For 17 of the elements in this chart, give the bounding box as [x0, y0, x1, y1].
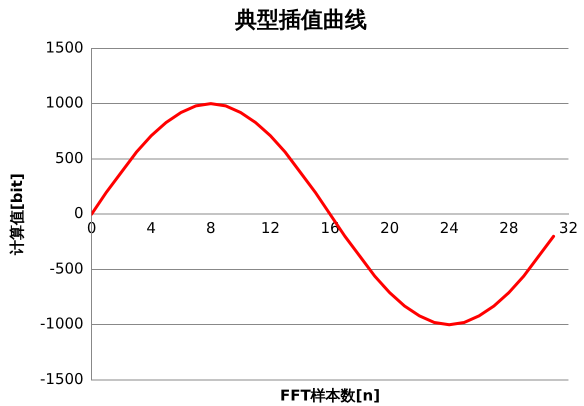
x-tick-label: 24: [440, 219, 459, 238]
x-axis-title: FFT样本数[n]: [280, 386, 380, 404]
y-tick-label: 0: [74, 204, 84, 222]
x-tick-label: 12: [260, 219, 280, 238]
y-tick-label: -500: [50, 259, 84, 278]
x-tick-label: 32: [558, 219, 578, 238]
y-tick-label: 1500: [45, 38, 84, 56]
chart-title: 典型插值曲线: [234, 8, 367, 33]
y-tick-label: 1000: [45, 94, 84, 112]
y-axis-title: 计算值[bit]: [8, 173, 26, 256]
y-tick-label: -1000: [40, 314, 84, 333]
y-tick-label: 500: [54, 148, 84, 167]
x-tick-label: 4: [146, 219, 156, 238]
x-tick-label: 28: [499, 219, 518, 238]
x-tick-label: 8: [206, 219, 216, 238]
x-tick-label: 20: [380, 219, 400, 238]
y-tick-label: -1500: [40, 370, 84, 388]
